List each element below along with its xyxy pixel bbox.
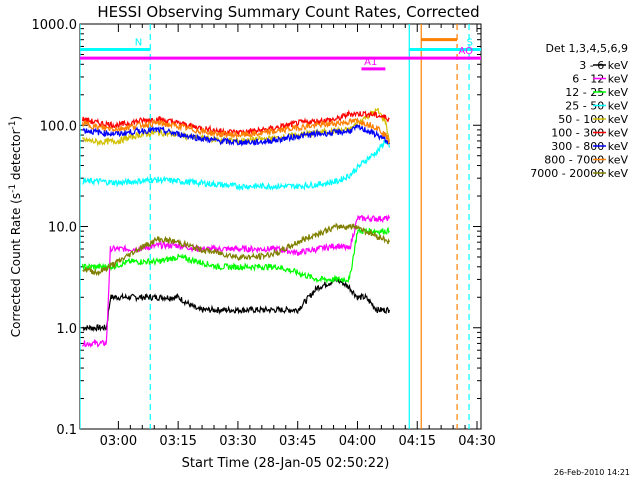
annotation-label: N xyxy=(135,37,142,48)
y-axis-label-part: -1 xyxy=(8,184,18,193)
y-axis-label-part: ) xyxy=(9,116,23,121)
x-tick-label: 03:15 xyxy=(159,434,196,449)
annotation-label: AO xyxy=(458,46,473,57)
chart-title: HESSI Observing Summary Count Rates, Cor… xyxy=(97,3,479,21)
y-tick-label: 1.0 xyxy=(56,322,77,337)
series-line-7 xyxy=(81,117,390,146)
series-line-4 xyxy=(81,107,390,147)
y-axis-label: Corrected Count Rate (s-1 detector-1) xyxy=(8,116,23,337)
legend-title: Det 1,3,4,5,6,9 xyxy=(545,42,628,55)
x-axis-label: Start Time (28-Jan-05 02:50:22) xyxy=(182,456,390,471)
series-group xyxy=(81,107,390,349)
legend-entry-label: 800 - 7000 keV xyxy=(544,154,628,167)
legend-entry-label: 7000 - 20000 keV xyxy=(530,167,628,180)
y-axis: 0.1 1.0 10.0 100.0 1000.0 xyxy=(32,18,481,438)
y-axis-label-part: Corrected Count Rate (s xyxy=(9,193,23,337)
x-tick-label: 04:30 xyxy=(458,434,495,449)
plot-timestamp: 26-Feb-2010 14:21 xyxy=(554,468,630,477)
annotation-bars: N SAO A1 xyxy=(80,37,481,71)
annotation-label: A1 xyxy=(364,57,377,68)
annotation-label: S xyxy=(467,37,473,48)
x-tick-label: 03:45 xyxy=(279,434,316,449)
x-tick-label: 04:00 xyxy=(339,434,376,449)
y-tick-label: 1000.0 xyxy=(32,18,78,33)
series-line-2 xyxy=(81,226,390,284)
legend-entry-label: 100 - 300 keV xyxy=(551,127,628,140)
y-axis-label-part: detector xyxy=(9,129,23,184)
x-tick-label: 03:30 xyxy=(219,434,256,449)
series-line-0 xyxy=(82,276,390,333)
y-tick-label: 100.0 xyxy=(40,119,77,134)
x-axis: 03:00 03:15 03:30 03:45 04:00 04:15 04:30 xyxy=(100,24,496,449)
series-line-6 xyxy=(82,124,390,147)
annotation-vlines xyxy=(80,24,470,429)
x-tick-label: 03:00 xyxy=(100,434,137,449)
legend-entry-label: 300 - 800 keV xyxy=(551,140,628,153)
series-line-8 xyxy=(82,222,390,277)
x-tick-label: 04:15 xyxy=(399,434,436,449)
y-tick-label: 0.1 xyxy=(56,423,77,438)
y-tick-label: 10.0 xyxy=(48,221,77,236)
y-axis-label-part: -1 xyxy=(8,120,18,129)
series-line-3 xyxy=(82,139,390,192)
series-line-1 xyxy=(82,213,390,349)
